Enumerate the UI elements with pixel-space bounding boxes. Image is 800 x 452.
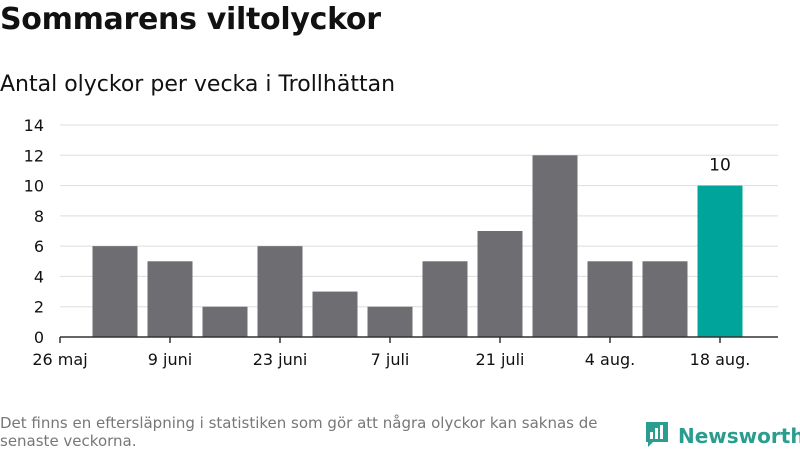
x-tick-label: 18 aug. (690, 350, 751, 369)
y-tick-label: 10 (24, 177, 44, 196)
bar (642, 261, 688, 337)
bar (477, 231, 523, 337)
x-tick-label: 4 aug. (585, 350, 635, 369)
x-tick-label: 26 maj (32, 350, 87, 369)
bar (587, 261, 633, 337)
bar (367, 306, 413, 337)
bar (697, 185, 743, 337)
brand-name: Newsworthy (678, 424, 800, 448)
y-tick-label: 14 (24, 116, 44, 135)
bar (422, 261, 468, 337)
x-tick-label: 7 juli (371, 350, 410, 369)
bar (92, 246, 138, 337)
x-tick-label: 21 juli (476, 350, 525, 369)
x-tick-label: 9 juni (148, 350, 192, 369)
brand-logo[interactable]: Newsworthy (644, 420, 800, 452)
x-tick-label: 23 juni (253, 350, 308, 369)
bar (202, 306, 248, 337)
chart-title: Sommarens viltolyckor (0, 2, 381, 37)
bar-chart-logo-icon (644, 420, 670, 452)
y-tick-label: 4 (34, 267, 44, 286)
bar (532, 155, 578, 337)
bar (147, 261, 193, 337)
chart-subtitle: Antal olyckor per vecka i Trollhättan (0, 72, 396, 97)
footnote: Det finns en eftersläpning i statistiken… (0, 414, 598, 450)
bar (257, 246, 303, 337)
bar (312, 291, 358, 337)
data-label: 10 (709, 156, 731, 176)
y-tick-label: 12 (24, 146, 44, 165)
y-tick-label: 6 (34, 237, 44, 256)
y-tick-label: 0 (34, 328, 44, 347)
y-tick-label: 2 (34, 298, 44, 317)
y-tick-label: 8 (34, 207, 44, 226)
